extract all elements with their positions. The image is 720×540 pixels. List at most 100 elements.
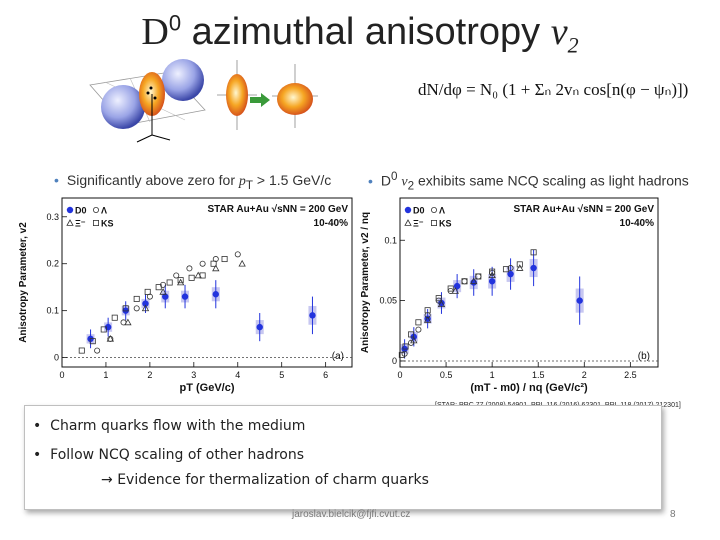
- title-text: azimuthal anisotropy: [181, 11, 551, 53]
- legend-marker: [431, 206, 438, 213]
- data-point-open-triangle: [238, 259, 246, 267]
- summary-line-1: • Charm quarks flow with the medium: [33, 418, 305, 434]
- data-point-open-triangle: [437, 300, 446, 308]
- data-point-open-circle: [133, 305, 140, 312]
- data-point-open-triangle: [124, 318, 132, 326]
- data-point-open-square: [210, 260, 217, 267]
- legend-marker: [431, 219, 438, 226]
- y-tick-label: 0.1: [384, 235, 397, 245]
- data-point-d0: [507, 270, 514, 278]
- legend-label: KS: [439, 219, 452, 229]
- data-point-open-square: [188, 274, 195, 281]
- data-point-open-triangle: [451, 287, 459, 294]
- chart-panel-a: 0 1 2 3 4 5 6 0 0.1 0.2 0.3 pT (GeV/c) Anisotropy Pa…: [18, 197, 353, 394]
- y-tick-label: 0.3: [46, 212, 59, 222]
- data-point-d0: [576, 297, 583, 304]
- summary-bullet-icon: •: [33, 447, 51, 463]
- data-point-open-circle: [415, 326, 422, 333]
- data-point-open-triangle: [488, 271, 496, 279]
- bullet-right-var: v: [401, 174, 408, 190]
- bullet-left-var: p: [238, 174, 246, 189]
- momentum-space-shape-icon: [272, 64, 318, 128]
- bullet-right-tail: exhibits same NCQ scaling as light hadro…: [414, 172, 689, 189]
- panel-label: (b): [638, 351, 650, 362]
- data-point-open-square: [447, 285, 454, 292]
- centrality-label: 10-40%: [620, 218, 655, 229]
- summary-box: • Charm quarks flow with the medium • Fo…: [24, 405, 662, 510]
- data-point-open-circle: [401, 350, 408, 357]
- y-tick-label: 0.1: [46, 306, 59, 316]
- title-v-symbol: v: [550, 11, 568, 53]
- legend-label: Λ: [101, 206, 107, 216]
- bullet-right-sub: 2: [407, 179, 415, 193]
- y-tick-label: 0.05: [379, 296, 397, 306]
- data-point-open-square: [111, 314, 118, 321]
- data-point-open-triangle: [516, 264, 524, 271]
- panel-label: (a): [332, 351, 344, 362]
- data-point-open-circle: [94, 347, 101, 354]
- chart-panel-b: 0 0.5 1 1.5 2 2.5 0 0.05 0.1 (mT - m0) / nq (GeV/…: [360, 197, 659, 394]
- data-point-open-square: [166, 279, 173, 286]
- bullet-dot-icon: •: [54, 172, 59, 188]
- data-point-open-triangle: [176, 278, 185, 286]
- x-tick-label: 1: [490, 370, 495, 380]
- data-point-d0: [256, 323, 263, 331]
- data-point-open-square: [435, 295, 442, 302]
- formula-lhs: dN/dφ: [418, 80, 462, 99]
- summary-text-1: Charm quarks flow with the medium: [50, 418, 306, 434]
- x-axis-label: pT (GeV/c): [179, 382, 234, 394]
- formula-rhs: = N₀ (1 + Σₙ 2vₙ cos[n(φ − ψₙ)]): [466, 80, 689, 99]
- plot-frame: [399, 197, 659, 368]
- data-point-open-circle: [435, 297, 442, 304]
- bullet-right-sup: 0: [391, 170, 398, 183]
- data-point-open-triangle: [470, 277, 478, 285]
- data-point-open-square: [89, 338, 96, 345]
- summary-text-2: Follow NCQ scaling of other hadrons: [50, 447, 305, 463]
- bullet-left-tail: > 1.5 GeV/c: [253, 172, 332, 188]
- x-tick-label: 6: [323, 370, 328, 380]
- x-tick-label: 4: [235, 370, 240, 380]
- data-point-open-square: [144, 288, 151, 295]
- summary-bullet-icon: •: [33, 418, 51, 434]
- legend-label: KS: [101, 219, 114, 229]
- legend-marker: [93, 206, 100, 213]
- data-point-open-square: [530, 249, 537, 256]
- data-point-d0: [212, 291, 219, 298]
- data-point-d0: [488, 278, 496, 285]
- y-tick-label: 0: [54, 353, 59, 363]
- data-point-open-triangle: [194, 271, 202, 279]
- legend-label: Λ: [439, 206, 445, 216]
- data-point-open-triangle: [212, 264, 220, 272]
- slide-title: D0 azimuthal anisotropy v2: [0, 10, 720, 59]
- x-tick-label: 5: [279, 370, 284, 380]
- data-point-open-circle: [212, 256, 219, 263]
- data-point-open-circle: [507, 265, 514, 272]
- green-arrow-icon: [250, 93, 270, 107]
- x-tick-label: 1.5: [532, 370, 545, 380]
- summary-line-3: → Evidence for thermalization of charm q…: [101, 472, 429, 488]
- chart-title: STAR Au+Au √sNN = 200 GeV: [207, 204, 348, 215]
- x-tick-label: 1: [103, 370, 108, 380]
- collision-overlap-illustration: [89, 59, 206, 143]
- data-point-open-square: [415, 319, 422, 326]
- y-axis-label: Anisotropy Parameter, v2 / nq: [360, 212, 371, 353]
- legend-marker: [404, 219, 412, 226]
- legend-label: D0: [413, 206, 425, 216]
- centrality-label: 10-40%: [314, 218, 349, 229]
- data-point-open-circle: [160, 281, 167, 288]
- legend-marker: [93, 219, 100, 226]
- footer-email: jaroslav.bielcik@fjfi.cvut.cz: [292, 509, 411, 520]
- data-point-open-triangle: [106, 335, 115, 342]
- data-point-open-circle: [146, 293, 153, 300]
- title-v-subscript: 2: [567, 32, 579, 58]
- data-point-open-square: [122, 305, 129, 312]
- data-point-open-circle: [173, 272, 180, 279]
- data-point-d0: [142, 300, 149, 307]
- data-point-open-square: [516, 261, 523, 268]
- bullet-right-d: D: [380, 172, 392, 189]
- legend-marker: [404, 206, 412, 214]
- data-point-open-triangle: [423, 316, 432, 323]
- x-tick-label: 2.5: [624, 370, 637, 380]
- x-axis-label: (mT - m0) / nq (GeV/c²): [470, 382, 588, 394]
- bullet-left-sub: T: [245, 178, 254, 192]
